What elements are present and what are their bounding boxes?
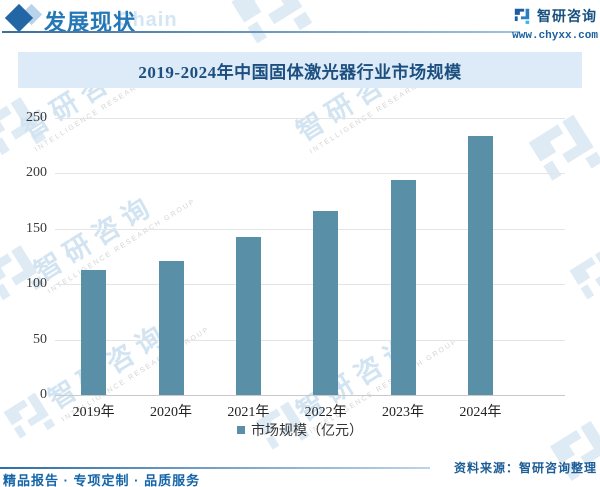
gridline [55,118,565,119]
header-divider [2,31,520,33]
brand-website: www.chyxx.com [512,30,598,42]
brand: 智研咨询 [513,6,597,26]
section-title: 发展现状 [44,10,137,35]
chart-title: 2019-2024年中国固体激光器行业市场规模 [138,62,462,82]
tagline-text: 精品报告 · 专项定制 · 品质服务 [3,473,201,487]
y-axis-tick-label: 0 [40,387,47,402]
brand-logo-icon [514,8,530,24]
x-axis-label: 2021年 [227,405,270,420]
source-divider [0,467,430,469]
x-axis-label: 2024年 [459,405,502,420]
watermark-chain-text: Chain [117,9,178,31]
legend-swatch [237,426,245,434]
x-axis-line [55,395,565,396]
gridline [55,228,565,230]
watermark-logo-icon [563,243,600,312]
bar-2019年 [81,269,107,395]
y-axis-tick-label: 50 [33,331,47,347]
chart-title-banner: 2019-2024年中国固体激光器行业市场规模 [18,52,582,88]
watermark-logo-icon [0,89,53,169]
y-axis-tick-label: 250 [26,110,47,125]
legend: 市场规模（亿元） [0,420,600,440]
gridline [55,339,565,341]
gridline [55,173,565,175]
source-text: 资料来源：智研咨询整理 [453,461,597,475]
bar-2022年 [313,211,339,395]
y-axis-tick-label: 200 [26,165,47,181]
gridline [55,284,565,286]
plot-area: 0 50 100 150 200 250 2019年 2020年 2021年 2022年 2023年… [26,110,565,420]
bar-2020年 [158,260,184,395]
x-axis-label: 2023年 [382,405,424,420]
y-axis-tick-label: 100 [26,276,47,292]
brand-name: 智研咨询 [537,8,597,24]
x-axis-label: 2022年 [304,405,347,420]
legend-label: 市场规模（亿元） [251,424,363,439]
y-axis-tick-label: 150 [26,220,47,236]
bar-2023年 [390,180,416,395]
bar-2024年 [467,135,493,395]
bar-2021年 [235,236,261,395]
x-axis-label: 2019年 [72,405,115,420]
x-axis-label: 2020年 [150,405,192,420]
